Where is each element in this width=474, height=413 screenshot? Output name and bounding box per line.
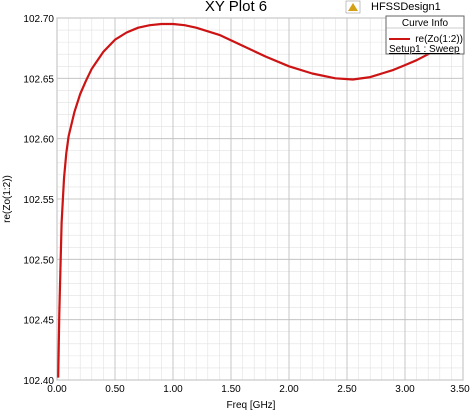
- legend-entry-sublabel: Setup1 : Sweep: [389, 44, 460, 55]
- x-tick-labels: 0.00 0.50 1.00 1.50 2.00 2.50 3.00 3.50: [47, 384, 470, 395]
- x-tick-label: 0.00: [47, 384, 67, 395]
- x-tick-label: 3.50: [450, 384, 470, 395]
- plot-title: XY Plot 6: [205, 0, 267, 15]
- legend-title: Curve Info: [402, 18, 449, 29]
- x-axis-label: Freq [GHz]: [227, 400, 276, 411]
- y-tick-labels: 102.40 102.45 102.50 102.55 102.60 102.65 102.…: [23, 14, 54, 387]
- y-tick-label: 102.70: [23, 14, 54, 25]
- series-line-re-zo: [57, 22, 452, 378]
- x-tick-label: 1.50: [221, 384, 241, 395]
- y-tick-label: 102.60: [23, 135, 54, 146]
- y-tick-label: 102.45: [23, 316, 54, 327]
- y-tick-label: 102.40: [23, 376, 54, 387]
- y-tick-label: 102.55: [23, 195, 54, 206]
- legend-entry-label: re(Zo(1:2)): [415, 34, 463, 45]
- major-grid: [56, 17, 464, 381]
- x-tick-label: 3.00: [395, 384, 415, 395]
- x-tick-label: 0.50: [105, 384, 125, 395]
- y-tick-label: 102.50: [23, 255, 54, 266]
- y-axis-label: re(Zo(1:2)): [2, 175, 13, 223]
- y-tick-label: 102.65: [23, 74, 54, 85]
- x-tick-label: 1.00: [163, 384, 183, 395]
- x-tick-label: 2.00: [279, 384, 299, 395]
- hfss-logo-icon: [345, 0, 361, 14]
- curve-info-legend[interactable]: Curve Info re(Zo(1:2)) Setup1 : Sweep: [385, 15, 465, 55]
- design-name: HFSSDesign1: [371, 1, 441, 13]
- x-tick-label: 2.50: [337, 384, 357, 395]
